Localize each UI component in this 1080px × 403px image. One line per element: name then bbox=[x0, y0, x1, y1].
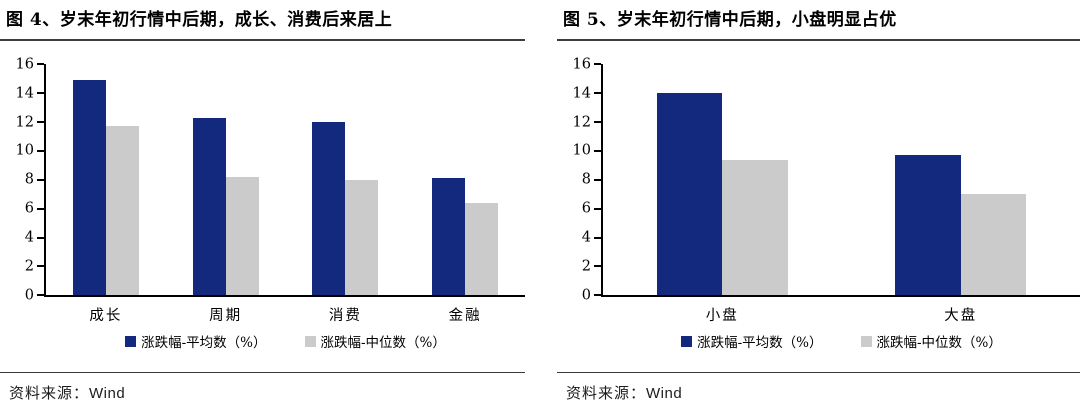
y-axis-label: 10 bbox=[573, 144, 591, 159]
x-axis-label: 周期 bbox=[166, 304, 286, 325]
plot-area bbox=[601, 64, 1080, 297]
y-axis-tick bbox=[37, 179, 44, 181]
source-name: Wind bbox=[89, 385, 125, 402]
bar-pair bbox=[657, 64, 788, 295]
bar-pair bbox=[432, 64, 498, 295]
x-axis-labels: 小盘大盘 bbox=[603, 304, 1080, 325]
y-axis-label: 14 bbox=[16, 86, 34, 101]
y-axis-label: 8 bbox=[25, 173, 34, 188]
y-axis-tick bbox=[594, 237, 601, 239]
bar-pair bbox=[312, 64, 378, 295]
bar-median bbox=[226, 177, 259, 295]
y-axis-label: 6 bbox=[582, 201, 591, 216]
y-axis-tick bbox=[37, 237, 44, 239]
y-axis-label: 4 bbox=[582, 230, 591, 245]
y-axis-tick bbox=[594, 208, 601, 210]
bar-group bbox=[46, 64, 166, 295]
plot-area bbox=[44, 64, 525, 297]
bar-mean bbox=[193, 118, 226, 296]
chart-legend: 涨跌幅-平均数（%） 涨跌幅-中位数（%） bbox=[603, 331, 1080, 351]
source-prefix: 资料来源： bbox=[9, 384, 89, 402]
bar-mean bbox=[312, 122, 345, 295]
y-axis-label: 16 bbox=[573, 57, 591, 72]
y-axis-tick bbox=[594, 294, 601, 296]
source-name: Wind bbox=[646, 385, 682, 402]
legend-swatch-icon bbox=[861, 336, 872, 347]
x-axis-label: 成长 bbox=[46, 304, 166, 325]
y-axis-tick bbox=[594, 92, 601, 94]
legend-item: 涨跌幅-平均数（%） bbox=[681, 331, 822, 351]
y-axis-label: 12 bbox=[16, 115, 34, 130]
y-axis-tick bbox=[594, 265, 601, 267]
y-axis-label: 14 bbox=[573, 86, 591, 101]
bar-group bbox=[405, 64, 525, 295]
bar-mean bbox=[657, 93, 723, 295]
y-axis-tick bbox=[37, 121, 44, 123]
chart-title: 图 4、岁末年初行情中后期，成长、消费后来居上 bbox=[0, 5, 525, 41]
y-axis-tick bbox=[37, 294, 44, 296]
y-axis-tick bbox=[37, 208, 44, 210]
source-note: 资料来源：Wind bbox=[0, 372, 525, 403]
legend-item: 涨跌幅-中位数（%） bbox=[305, 331, 446, 351]
y-axis-label: 2 bbox=[582, 259, 591, 274]
y-axis-label: 0 bbox=[25, 288, 34, 303]
bar-median bbox=[345, 180, 378, 296]
x-axis-label: 大盘 bbox=[842, 304, 1080, 325]
bar-groups bbox=[46, 64, 525, 295]
legend-item: 涨跌幅-平均数（%） bbox=[125, 331, 266, 351]
y-axis-tick bbox=[37, 92, 44, 94]
y-axis-label: 16 bbox=[16, 57, 34, 72]
bar-group bbox=[842, 64, 1080, 295]
bar-pair bbox=[895, 64, 1026, 295]
bar-median bbox=[961, 194, 1027, 295]
y-axis-tick bbox=[37, 150, 44, 152]
y-axis-label: 4 bbox=[25, 230, 34, 245]
y-axis-tick bbox=[594, 63, 601, 65]
x-axis-label: 小盘 bbox=[603, 304, 842, 325]
bar-pair bbox=[73, 64, 139, 295]
bar-group bbox=[166, 64, 286, 295]
bar-mean bbox=[895, 155, 961, 295]
legend-label: 涨跌幅-中位数（%） bbox=[321, 331, 446, 351]
legend-swatch-icon bbox=[305, 336, 316, 347]
bar-mean bbox=[73, 80, 106, 295]
bar-median bbox=[722, 160, 788, 296]
figure-panel-left: 图 4、岁末年初行情中后期，成长、消费后来居上 16 14 12 10 8 6 4 2 0 成长… bbox=[0, 5, 525, 403]
y-axis-tick bbox=[594, 150, 601, 152]
legend-label: 涨跌幅-平均数（%） bbox=[141, 331, 266, 351]
y-axis-tick bbox=[37, 265, 44, 267]
bar-group bbox=[286, 64, 406, 295]
legend-label: 涨跌幅-中位数（%） bbox=[877, 331, 1002, 351]
bar-pair bbox=[193, 64, 259, 295]
y-axis-label: 12 bbox=[573, 115, 591, 130]
bar-groups bbox=[603, 64, 1080, 295]
y-axis-label: 6 bbox=[25, 201, 34, 216]
x-axis-label: 金融 bbox=[405, 304, 525, 325]
x-axis-labels: 成长周期消费金融 bbox=[46, 304, 525, 325]
bar-mean bbox=[432, 178, 465, 295]
legend-item: 涨跌幅-中位数（%） bbox=[861, 331, 1002, 351]
legend-swatch-icon bbox=[125, 336, 136, 347]
x-axis-label: 消费 bbox=[286, 304, 406, 325]
bar-median bbox=[465, 203, 498, 295]
y-axis-label: 2 bbox=[25, 259, 34, 274]
y-axis-tick bbox=[594, 121, 601, 123]
chart-title: 图 5、岁末年初行情中后期，小盘明显占优 bbox=[557, 5, 1080, 41]
y-axis-label: 8 bbox=[582, 173, 591, 188]
bar-median bbox=[106, 126, 139, 295]
legend-swatch-icon bbox=[681, 336, 692, 347]
source-prefix: 资料来源： bbox=[566, 384, 646, 402]
source-note: 资料来源：Wind bbox=[557, 372, 1080, 403]
legend-label: 涨跌幅-平均数（%） bbox=[697, 331, 822, 351]
y-axis-label: 10 bbox=[16, 144, 34, 159]
y-axis-tick bbox=[594, 179, 601, 181]
chart-legend: 涨跌幅-平均数（%） 涨跌幅-中位数（%） bbox=[46, 331, 525, 351]
y-axis-tick bbox=[37, 63, 44, 65]
y-axis-label: 0 bbox=[582, 288, 591, 303]
bar-group bbox=[603, 64, 842, 295]
